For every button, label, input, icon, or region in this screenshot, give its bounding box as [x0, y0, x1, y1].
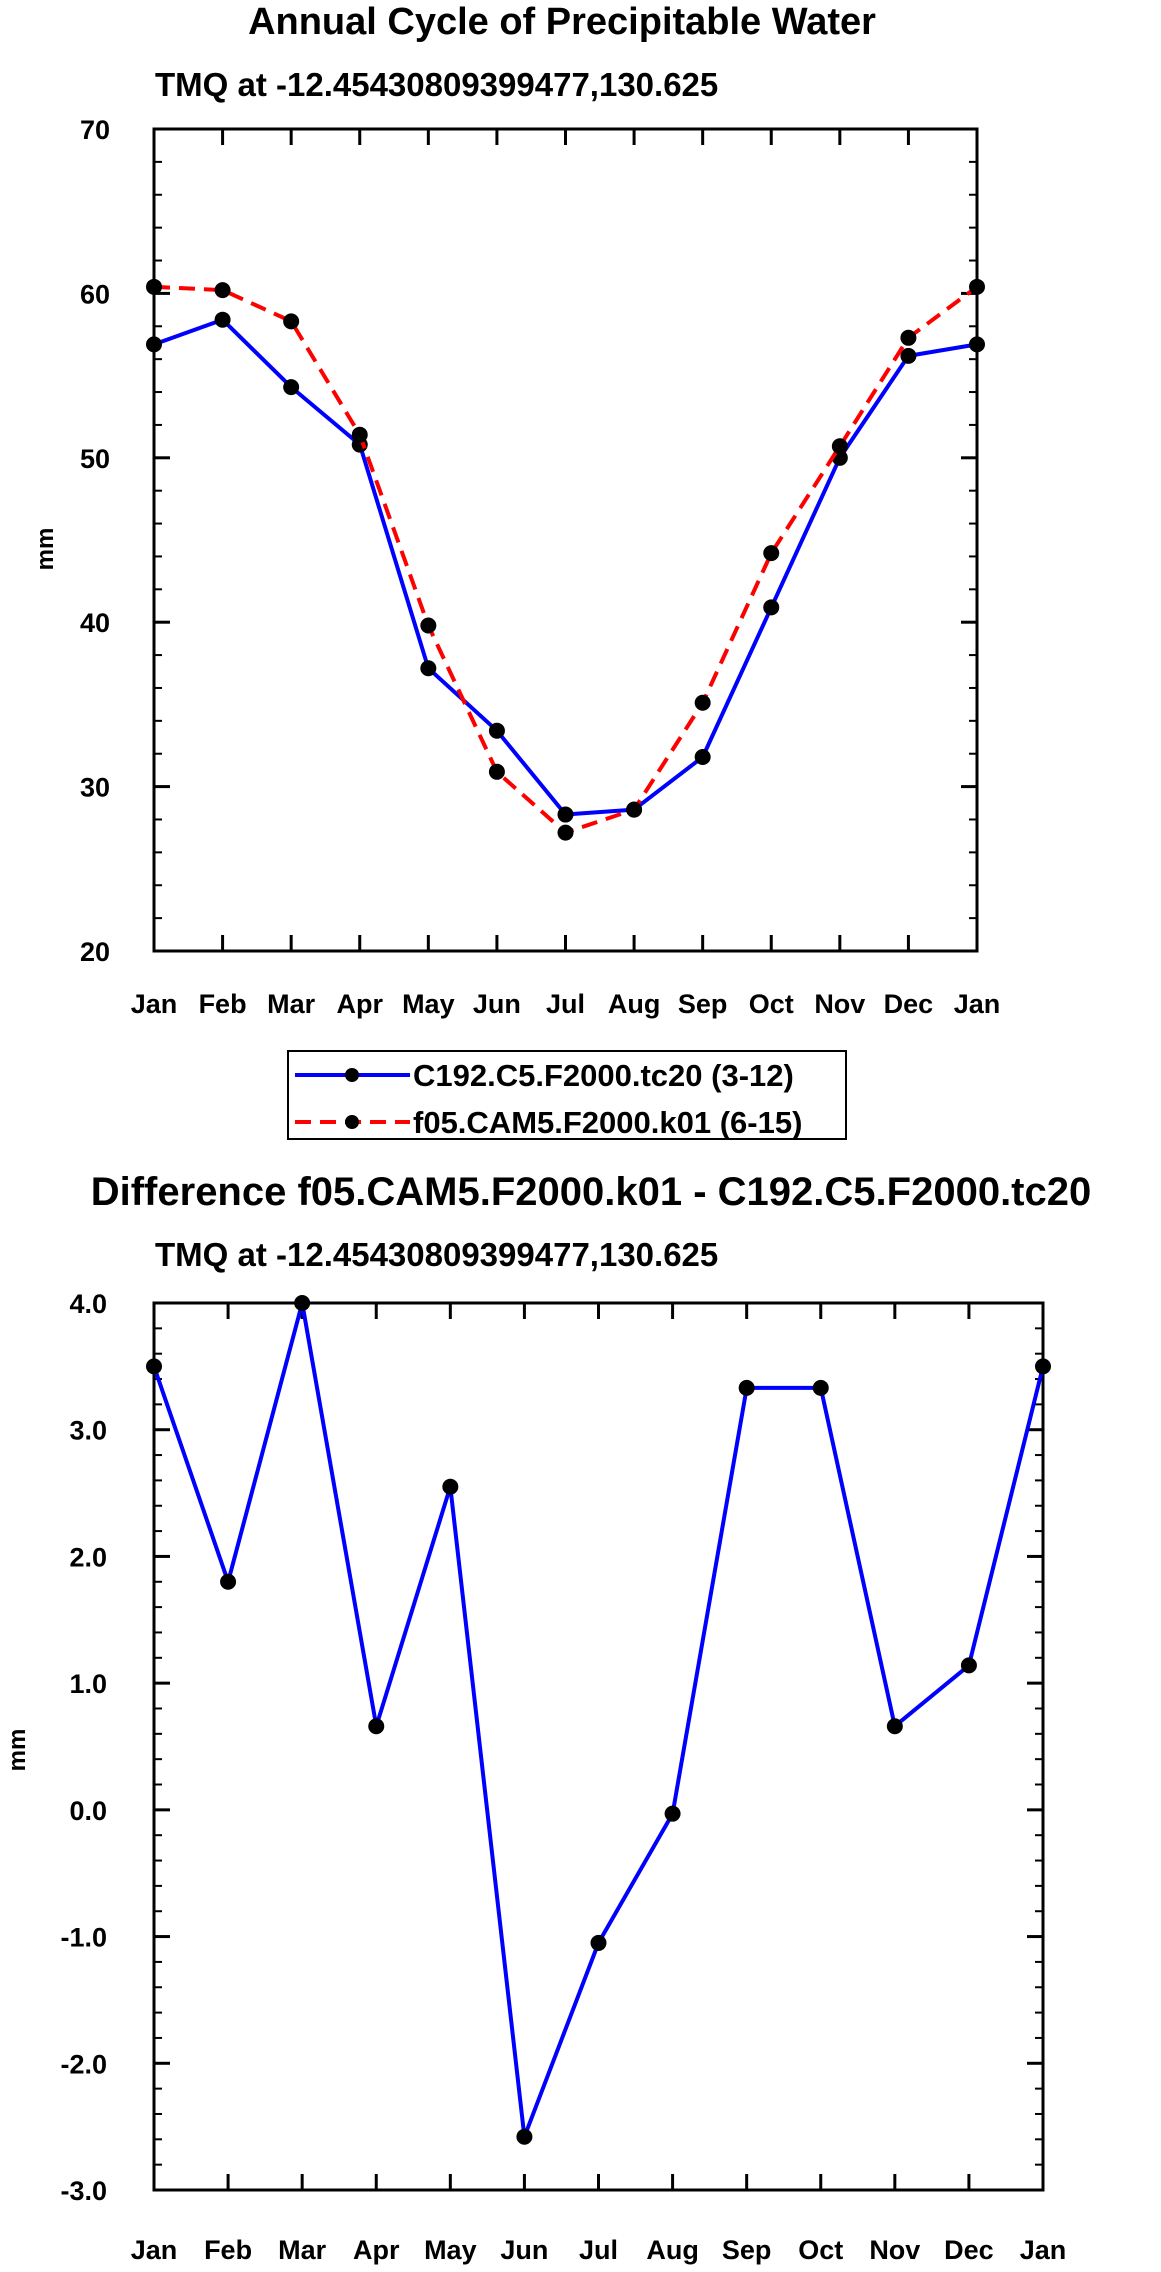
chart2-axes: -3.0 -2.0 -1.0 0.0 1.0 2.0 3.0 4.0 Jan Feb Mar Apr M… — [60, 1289, 1066, 2265]
chart2-xtick-label: Dec — [944, 2235, 994, 2265]
chart1-xtick-label: May — [402, 989, 455, 1019]
chart1-data-point — [214, 282, 231, 299]
chart2-data-point — [738, 1379, 755, 1396]
chart2-ytick-label: -1.0 — [60, 1923, 107, 1953]
chart1-data-point — [283, 379, 300, 396]
chart1-xtick-label: Jul — [546, 989, 585, 1019]
chart1-ytick-label: 60 — [80, 279, 110, 309]
chart1-xtick-label: Mar — [267, 989, 316, 1019]
chart2-data-point — [146, 1358, 162, 1375]
chart1-subtitle: TMQ at -12.45430809399477,130.625 — [155, 66, 718, 103]
chart1-title: Annual Cycle of Precipitable Water — [248, 1, 876, 43]
chart1-axes: 20 30 40 50 60 70 Jan Feb Mar Apr May Jun Jul Aug Sep O… — [80, 115, 1000, 1019]
chart2-xtick-label: Jun — [500, 2235, 548, 2265]
chart1-data-point — [900, 329, 917, 346]
chart1-data-point — [763, 545, 780, 562]
chart2-xtick-label: Jan — [1020, 2235, 1067, 2265]
chart2-data-point — [220, 1573, 237, 1590]
chart2-xtick-label: Aug — [646, 2235, 698, 2265]
legend-marker-series-2 — [345, 1115, 359, 1129]
chart1-data-point — [557, 824, 574, 841]
chart1-xtick-label: Feb — [199, 989, 247, 1019]
chart2-data-point — [516, 2128, 533, 2145]
chart1-data-point — [214, 311, 231, 328]
chart2-series — [146, 1295, 1051, 2145]
chart2-data-point — [664, 1805, 681, 1822]
chart2-xtick-label: Jul — [579, 2235, 618, 2265]
chart2-ytick-label: -3.0 — [60, 2176, 107, 2206]
chart-annual-cycle: Annual Cycle of Precipitable Water TMQ a… — [32, 1, 1000, 1140]
legend-label-series-1: C192.C5.F2000.tc20 (3-12) — [413, 1058, 794, 1093]
chart2-series-line-1 — [152, 1301, 1045, 2139]
chart1-data-point — [146, 278, 162, 295]
chart1-legend: C192.C5.F2000.tc20 (3-12) f05.CAM5.F2000… — [287, 1050, 847, 1140]
chart1-data-point — [694, 749, 711, 766]
chart2-ylabel: mm — [4, 1729, 31, 1772]
chart1-data-point — [626, 801, 643, 818]
chart2-plot-frame — [152, 1301, 1045, 2192]
chart-difference: Difference f05.CAM5.F2000.k01 - C192.C5.… — [4, 1170, 1091, 2265]
chart1-xtick-label: Jun — [473, 989, 521, 1019]
chart2-title: Difference f05.CAM5.F2000.k01 - C192.C5.… — [91, 1170, 1092, 1214]
chart2-ytick-label: 2.0 — [69, 1542, 107, 1572]
chart2-data-point — [886, 1718, 903, 1735]
chart2-ytick-label: 3.0 — [69, 1416, 107, 1446]
chart1-ylabel: mm — [32, 528, 59, 571]
chart2-data-point — [960, 1657, 977, 1674]
chart1-xtick-label: Aug — [608, 989, 660, 1019]
chart1-ytick-label: 40 — [80, 608, 110, 638]
chart2-data-point — [1035, 1358, 1051, 1375]
chart1-xtick-label: Jan — [131, 989, 178, 1019]
chart1-data-point — [488, 722, 505, 739]
chart1-data-point — [694, 694, 711, 711]
chart1-data-point — [831, 438, 848, 455]
chart2-xtick-label: Feb — [204, 2235, 252, 2265]
chart2-data-point — [368, 1718, 385, 1735]
chart1-data-point — [351, 426, 368, 443]
chart1-xtick-label: Nov — [814, 989, 865, 1019]
chart1-ytick-label: 30 — [80, 773, 110, 803]
chart2-ytick-label: 0.0 — [69, 1796, 107, 1826]
chart2-data-point — [294, 1295, 311, 1311]
chart1-series-line-1 — [153, 317, 978, 817]
chart2-xtick-label: Sep — [722, 2235, 772, 2265]
chart2-data-point — [812, 1379, 829, 1396]
legend-marker-series-1 — [345, 1068, 359, 1082]
chart1-ytick-label: 70 — [80, 115, 110, 145]
chart2-ytick-label: 4.0 — [69, 1289, 107, 1319]
chart1-xtick-label: Dec — [884, 989, 934, 1019]
chart2-xtick-label: Oct — [798, 2235, 843, 2265]
chart1-xtick-label: Oct — [749, 989, 794, 1019]
chart1-data-point — [488, 763, 505, 780]
chart2-subtitle: TMQ at -12.45430809399477,130.625 — [155, 1236, 718, 1273]
chart2-xtick-label: Nov — [869, 2235, 920, 2265]
chart1-ytick-label: 50 — [80, 444, 110, 474]
chart1-xtick-label: Jan — [954, 989, 1001, 1019]
chart2-ytick-label: 1.0 — [69, 1669, 107, 1699]
chart1-data-point — [146, 336, 162, 353]
chart1-data-point — [420, 617, 437, 634]
chart1-series — [146, 278, 985, 841]
chart1-ytick-label: 20 — [80, 937, 110, 967]
legend-box — [287, 1050, 847, 1140]
chart1-data-point — [969, 278, 985, 295]
chart2-xtick-label: Apr — [353, 2235, 400, 2265]
chart2-data-point — [442, 1478, 459, 1495]
chart1-data-point — [969, 336, 985, 353]
chart1-data-point — [283, 313, 300, 330]
chart2-xtick-label: Jan — [131, 2235, 178, 2265]
chart1-xtick-label: Sep — [678, 989, 728, 1019]
chart1-data-point — [763, 599, 780, 616]
chart1-xtick-label: Apr — [337, 989, 384, 1019]
chart2-data-point — [590, 1934, 607, 1951]
chart2-xtick-label: Mar — [278, 2235, 327, 2265]
chart1-series-line-2 — [153, 284, 979, 835]
chart1-data-point — [557, 806, 574, 823]
chart1-data-point — [420, 660, 437, 677]
chart2-xtick-label: May — [424, 2235, 477, 2265]
legend-label-series-2: f05.CAM5.F2000.k01 (6-15) — [413, 1105, 802, 1140]
chart1-data-point — [900, 347, 917, 364]
chart2-ytick-label: -2.0 — [60, 2049, 107, 2079]
